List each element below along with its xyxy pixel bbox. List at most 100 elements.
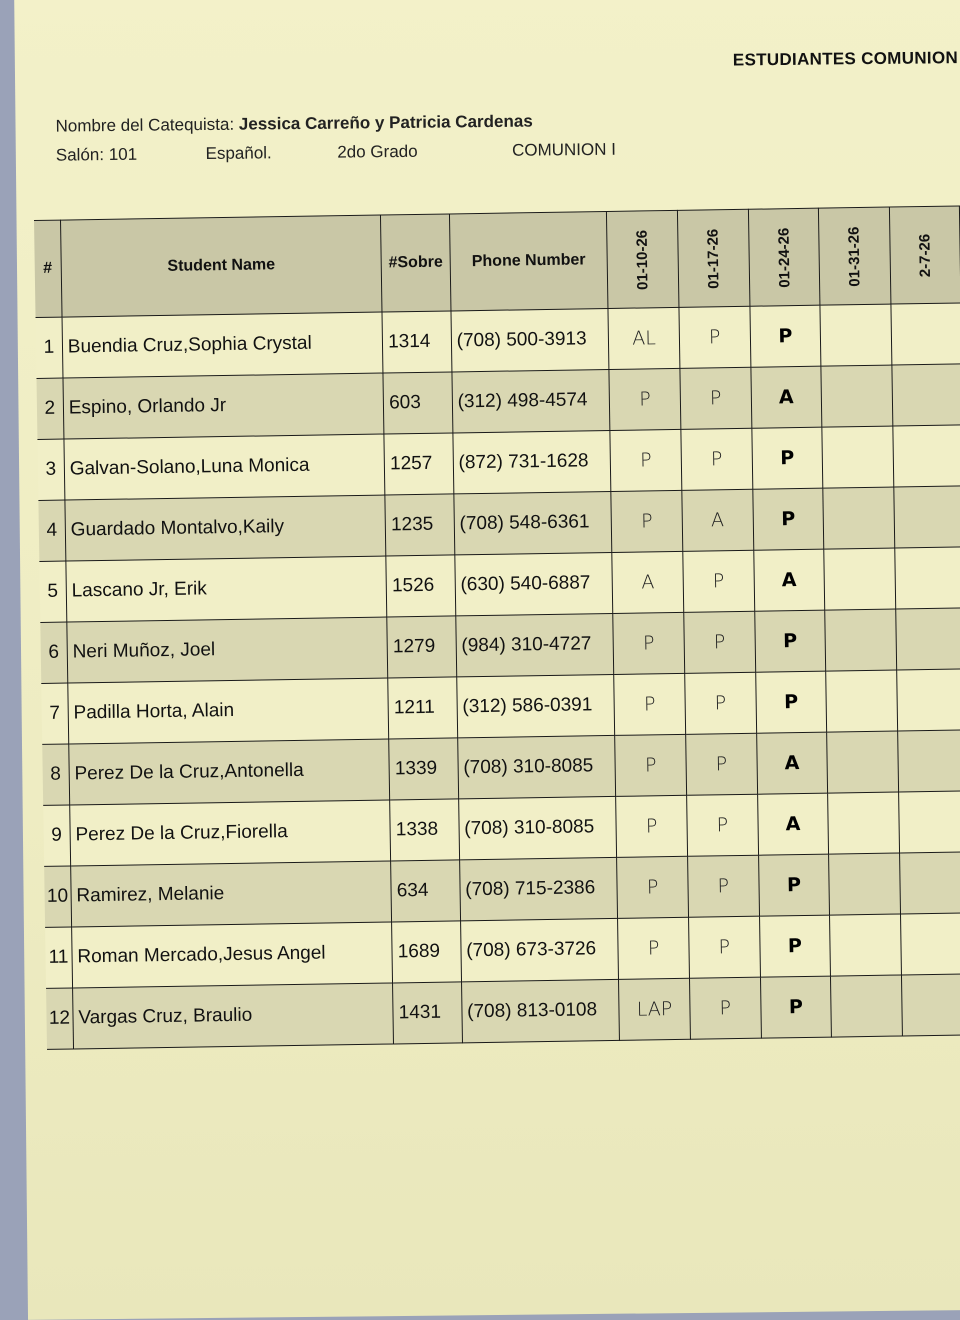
attendance-mark: A (612, 551, 684, 614)
sobre-number: 1314 (382, 310, 452, 374)
attendance-mark: P (609, 368, 681, 431)
attendance-mark: A (750, 366, 823, 429)
attendance-mark: A (756, 732, 828, 795)
sobre-number: 1689 (391, 920, 462, 983)
class-info-line: Salón: 101 Español. 2do Grado COMUNION I (56, 140, 616, 166)
date-label: 01-10-26 (633, 229, 652, 290)
phone-number: (708) 548-6361 (453, 491, 613, 555)
attendance-table: # Student Name #Sobre Phone Number 01-10… (34, 205, 960, 1050)
attendance-mark (891, 363, 960, 427)
attendance-mark: P (755, 671, 827, 734)
attendance-mark: P (751, 427, 824, 490)
student-name: Guardado Montalvo,Kaily (64, 495, 387, 562)
attendance-mark: P (749, 305, 822, 368)
attendance-mark: P (614, 734, 687, 797)
phone-number: (708) 500-3913 (450, 308, 610, 372)
phone-number: (708) 715-2386 (459, 857, 618, 921)
attendance-mark: LAP (618, 978, 691, 1041)
attendance-mark: P (759, 915, 831, 978)
attendance-mark: P (760, 976, 832, 1039)
attendance-mark (827, 791, 900, 855)
catechist-label: Nombre del Catequista: (55, 114, 235, 136)
sobre-number: 1235 (385, 493, 455, 557)
attendance-mark (900, 912, 960, 975)
header-date: 01-24-26 (747, 208, 821, 307)
room: Salón: 101 (55, 144, 138, 165)
attendance-mark: P (680, 428, 753, 491)
student-name: Buendia Cruz,Sophia Crystal (61, 312, 384, 379)
attendance-mark: P (611, 490, 683, 553)
row-number: 6 (40, 622, 68, 684)
attendance-mark: P (678, 306, 751, 369)
attendance-mark (896, 668, 960, 731)
attendance-mark: A (681, 489, 754, 552)
attendance-mark (825, 670, 898, 733)
attendance-mark: P (687, 855, 760, 918)
phone-number: (312) 586-0391 (456, 674, 615, 738)
attendance-mark (824, 609, 897, 672)
attendance-mark: P (688, 916, 761, 979)
grade: 2do Grado (337, 141, 418, 162)
row-number: 11 (45, 926, 73, 989)
sobre-number: 1257 (384, 432, 454, 496)
attendance-mark (893, 485, 960, 549)
student-name: Padilla Horta, Alain (67, 677, 389, 745)
header-date: 01-10-26 (606, 210, 679, 309)
attendance-mark: AL (608, 307, 680, 370)
date-label: 01-17-26 (704, 228, 723, 289)
phone-number: (984) 310-4727 (455, 613, 614, 677)
catechist-names: Jessica Carreño y Patricia Cardenas (238, 111, 533, 134)
row-number: 3 (37, 439, 65, 501)
attendance-mark (820, 304, 892, 367)
attendance-mark (823, 487, 895, 550)
student-name: Vargas Cruz, Braulio (72, 982, 394, 1049)
header-date: 01-17-26 (677, 209, 750, 308)
attendance-mark: P (685, 733, 758, 796)
header-student-name: Student Name (60, 215, 383, 318)
student-name: Galvan-Solano,Luna Monica (63, 434, 386, 501)
attendance-mark: P (686, 794, 759, 857)
attendance-mark: A (753, 549, 825, 612)
row-number: 8 (42, 744, 70, 806)
language: Español. (205, 143, 272, 164)
attendance-mark (828, 852, 901, 916)
attendance-mark (821, 365, 893, 428)
attendance-mark: A (757, 793, 829, 856)
date-label: 01-31-26 (845, 225, 864, 287)
attendance-mark (822, 426, 894, 489)
header-phone: Phone Number (449, 211, 609, 311)
sobre-number: 1279 (386, 615, 457, 678)
attendance-mark (829, 913, 902, 977)
document-title: ESTUDIANTES COMUNION (732, 48, 959, 70)
row-number: 9 (43, 805, 71, 867)
attendance-mark (830, 974, 903, 1038)
row-number: 2 (36, 378, 64, 440)
attendance-mark: P (682, 550, 755, 613)
program: COMUNION I (511, 139, 616, 160)
row-number: 10 (44, 866, 72, 928)
header-row: # Student Name #Sobre Phone Number 01-10… (34, 205, 960, 318)
attendance-mark: P (752, 488, 825, 551)
phone-number: (708) 310-8085 (457, 735, 616, 799)
attendance-mark: P (613, 673, 686, 736)
attendance-mark (898, 790, 960, 853)
phone-number: (708) 813-0108 (461, 979, 620, 1043)
header-date: 01-31-26 (818, 207, 891, 306)
student-name: Perez De la Cruz,Antonella (68, 738, 390, 806)
header-date: 2-7-26 (889, 205, 960, 305)
student-name: Espino, Orlando Jr (62, 373, 385, 440)
attendance-mark (890, 302, 960, 366)
attendance-mark (894, 546, 960, 610)
row-number: 7 (41, 683, 69, 745)
row-number: 12 (46, 987, 74, 1050)
attendance-mark: P (617, 917, 690, 980)
sobre-number: 1338 (389, 798, 460, 861)
catechist-line: Nombre del Catequista: Jessica Carreño y… (55, 112, 532, 137)
attendance-mark (897, 729, 960, 792)
phone-number: (708) 310-8085 (458, 796, 617, 860)
sobre-number: 1211 (387, 676, 458, 739)
attendance-mark: P (754, 610, 826, 673)
attendance-mark: P (613, 612, 685, 675)
student-name: Ramirez, Melanie (70, 860, 392, 927)
attendance-mark: P (684, 672, 757, 735)
